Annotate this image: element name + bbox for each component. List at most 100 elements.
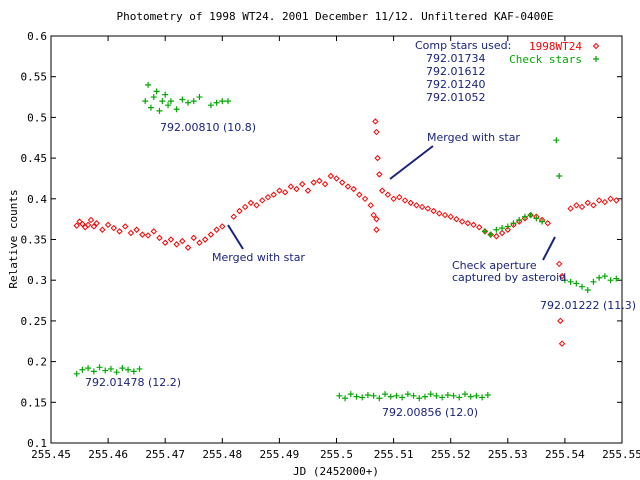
asteroid-point (190, 234, 197, 242)
comp-star-1: 792.01734 (426, 52, 486, 65)
asteroid-point (116, 228, 123, 235)
asteroid-point (557, 317, 564, 325)
asteroid-point (304, 187, 312, 194)
asteroid-point (196, 239, 203, 246)
check-star-point (159, 98, 166, 105)
asteroid-point (370, 211, 377, 219)
asteroid-point (453, 215, 460, 223)
check-star-point (456, 394, 463, 401)
asteroid-point (376, 171, 383, 178)
check-star-point (479, 394, 486, 401)
asteroid-point (407, 199, 414, 207)
asteroid-point (595, 197, 603, 204)
check-star-point (213, 99, 220, 106)
check-star-point (136, 365, 143, 372)
asteroid-point (584, 199, 591, 207)
y-tick-label: 0.6 (27, 30, 47, 43)
asteroid-point (504, 226, 512, 233)
asteroid-point (476, 224, 483, 231)
y-tick-label: 0.45 (21, 152, 48, 165)
asteroid-point (276, 187, 283, 194)
asteroid-point (367, 202, 374, 209)
asteroid-point (201, 236, 209, 243)
legend-label-check-stars: Check stars (509, 53, 582, 66)
y-axis: 0.1 0.15 0.2 0.25 0.3 0.35 0.4 0.45 0.5 0.55 0.6 (21, 30, 622, 450)
merged-pointer-left (227, 224, 244, 250)
check-star-point (142, 98, 149, 105)
asteroid-point (373, 226, 380, 233)
asteroid-point (413, 202, 420, 209)
check-star-point (359, 394, 366, 401)
merged-with-star-label-right: Merged with star (427, 131, 520, 144)
asteroid-point (558, 340, 566, 347)
check-star-point (162, 91, 169, 98)
series-check-stars (73, 81, 620, 402)
asteroid-point (79, 220, 86, 228)
x-tick-label: 255.53 (488, 448, 528, 461)
asteroid-point (213, 226, 220, 233)
asteroid-point (264, 193, 272, 201)
y-tick-label: 0.35 (21, 234, 48, 247)
asteroid-point (179, 237, 186, 245)
check-star-point (444, 391, 451, 398)
asteroid-point (247, 199, 255, 207)
asteroid-point (99, 226, 106, 233)
check-star-point (347, 391, 354, 398)
asteroid-point (350, 185, 357, 193)
asteroid-point (122, 223, 129, 230)
asteroid-point (236, 207, 243, 215)
check-star-point (473, 392, 480, 399)
check-star-point (85, 365, 92, 372)
asteroid-point (361, 195, 369, 203)
asteroid-point (590, 202, 597, 209)
check-star-point (504, 223, 511, 230)
check-star-point (410, 392, 417, 399)
check-star-point (427, 391, 434, 398)
asteroid-point (327, 172, 334, 180)
y-tick-label: 0.15 (21, 396, 48, 409)
chart-title: Photometry of 1998 WT24. 2001 December 1… (116, 10, 553, 23)
x-axis-label: JD (2452000+) (293, 465, 379, 478)
asteroid-point (470, 221, 477, 229)
check-star-point (107, 365, 114, 372)
check-star-point (190, 98, 197, 105)
asteroid-point (567, 205, 574, 212)
check-star-point (590, 278, 597, 285)
asteroid-point (458, 218, 466, 225)
asteroid-point (156, 234, 163, 242)
asteroid-point (84, 221, 92, 229)
asteroid-point (219, 223, 226, 230)
check-star-point (539, 218, 546, 225)
check-star-point (607, 277, 614, 284)
check-star-point (125, 366, 132, 373)
asteroid-point (516, 218, 523, 225)
y-axis-label: Relative counts (7, 189, 20, 288)
asteroid-point (601, 198, 609, 206)
asteroid-point (396, 193, 403, 201)
asteroid-point (430, 207, 437, 215)
series-1998wt24 (73, 118, 620, 347)
y-tick-label: 0.1 (27, 437, 47, 450)
asteroid-point (374, 154, 381, 162)
asteroid-point (293, 185, 300, 193)
check-star-point (579, 283, 586, 290)
check-star-point (510, 220, 517, 227)
check-star-point (73, 370, 80, 377)
y-tick-label: 0.5 (27, 111, 47, 124)
check-star-point (90, 368, 97, 375)
asteroid-point (356, 191, 363, 198)
asteroid-point (558, 272, 566, 280)
check-star-point (185, 99, 192, 106)
merged-with-star-label-left: Merged with star (212, 251, 305, 264)
asteroid-point (270, 191, 277, 198)
asteroid-point (316, 177, 323, 185)
asteroid-point (167, 236, 175, 243)
x-tick-label: 255.49 (260, 448, 300, 461)
check-star-point (147, 104, 154, 111)
check-star-point (516, 216, 523, 223)
check-star-point (393, 392, 400, 399)
check-star-point (533, 215, 540, 222)
asteroid-point (287, 183, 295, 190)
check-star-point (416, 395, 423, 402)
